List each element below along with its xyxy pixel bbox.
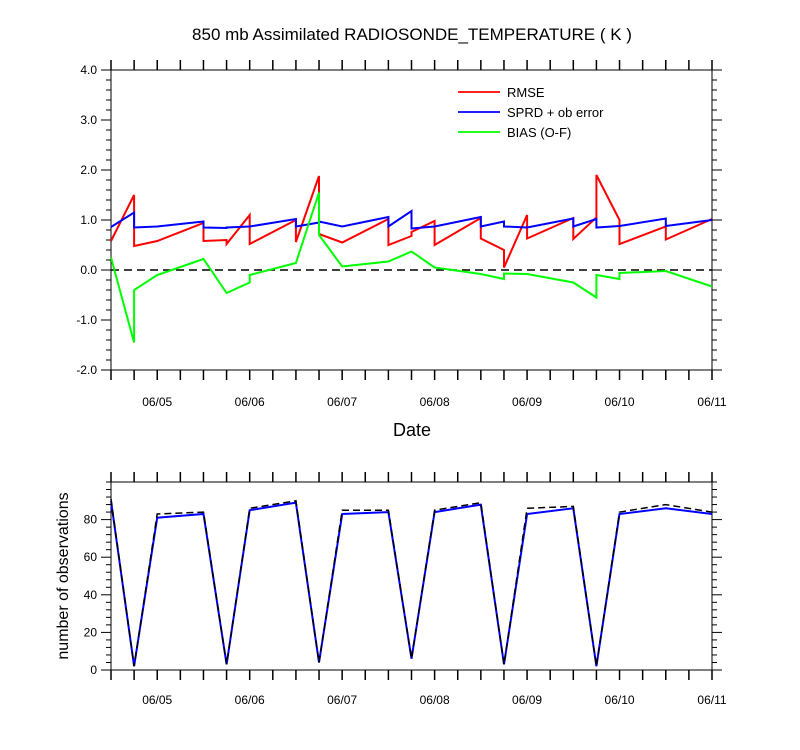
series-line-possible xyxy=(110,498,713,667)
x-tick-label: 06/05 xyxy=(142,395,172,409)
bottom-plot-frame xyxy=(110,481,713,671)
y-tick-label: 60 xyxy=(84,550,98,564)
y-tick-label: 1.0 xyxy=(80,213,97,227)
legend-label-rmse: RMSE xyxy=(507,85,545,100)
x-tick-label: 06/05 xyxy=(142,693,172,707)
y-tick-label: 40 xyxy=(84,588,98,602)
x-tick-label: 06/07 xyxy=(327,395,357,409)
x-tick-label: 06/09 xyxy=(512,693,542,707)
x-tick-label: 06/08 xyxy=(420,395,450,409)
series-line-bias xyxy=(110,192,713,343)
y-tick-label: 2.0 xyxy=(80,163,97,177)
y-tick-label: 3.0 xyxy=(80,113,97,127)
top-chart: 4.0 3.0 2.0 1.0 0.0 -1.0 -2.0 06/05 06/06 06/07 0… xyxy=(76,60,727,409)
series-line-used xyxy=(110,500,713,667)
x-tick-label: 06/07 xyxy=(327,693,357,707)
legend-label-sprd: SPRD + ob error xyxy=(507,105,604,120)
y-tick-label: 4.0 xyxy=(80,63,97,77)
x-tick-label: 06/10 xyxy=(605,395,635,409)
x-tick-label: 06/06 xyxy=(235,395,265,409)
x-tick-label: 06/10 xyxy=(605,693,635,707)
series-line-rmse xyxy=(110,174,713,268)
bottom-y-axis-label: number of observations xyxy=(55,492,72,659)
bottom-chart: 0 20 40 60 80 06/05 06/06 06/07 06/08 06/09 06/10… xyxy=(84,472,727,707)
top-x-axis-label: Date xyxy=(393,420,431,440)
y-tick-label: 0 xyxy=(90,663,97,677)
x-tick-label: 06/11 xyxy=(697,693,726,707)
y-tick-label: -1.0 xyxy=(76,313,97,327)
series-line-sprd xyxy=(110,209,713,230)
top-chart-title: 850 mb Assimilated RADIOSONDE_TEMPERATUR… xyxy=(192,25,632,44)
x-tick-label: 06/08 xyxy=(420,693,450,707)
x-tick-label: 06/11 xyxy=(697,395,726,409)
y-tick-label: 80 xyxy=(84,513,98,527)
y-tick-label: 20 xyxy=(84,625,98,639)
y-tick-label: 0.0 xyxy=(80,263,97,277)
x-tick-label: 06/06 xyxy=(235,693,265,707)
x-tick-label: 06/09 xyxy=(512,395,542,409)
y-tick-label: -2.0 xyxy=(76,363,97,377)
legend-label-bias: BIAS (O-F) xyxy=(507,125,571,140)
top-legend: RMSE SPRD + ob error BIAS (O-F) xyxy=(458,85,604,140)
